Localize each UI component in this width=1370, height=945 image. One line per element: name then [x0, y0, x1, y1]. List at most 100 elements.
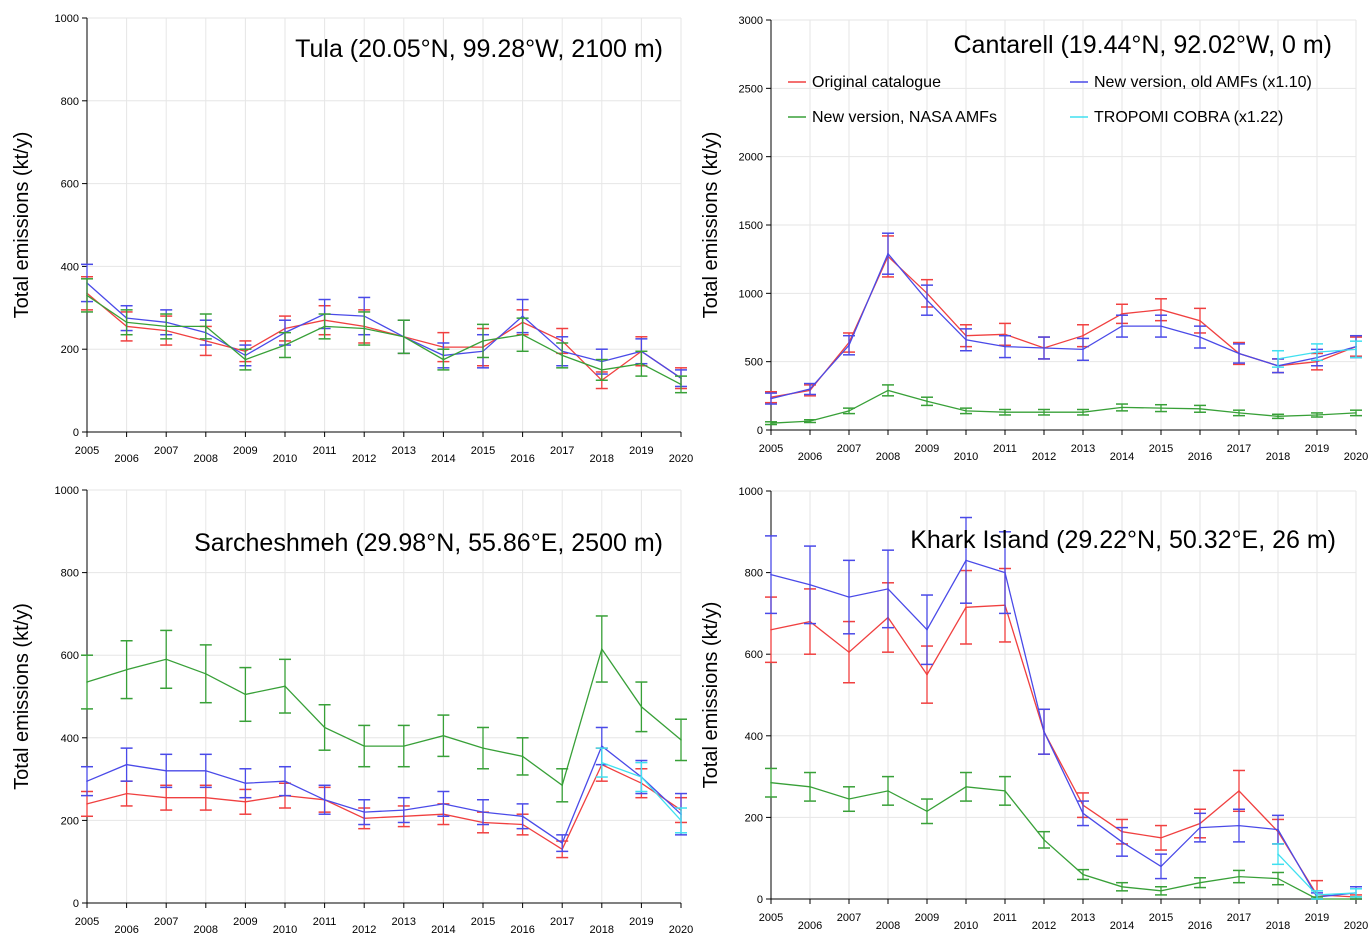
series-1 — [765, 232, 1362, 405]
series-3 — [1272, 843, 1362, 900]
series-3 — [595, 747, 687, 834]
data-point — [1277, 358, 1279, 360]
panel-tula: 0 200 400 600 800 1000 2005 2006 2007 2008 2009 201… — [11, 13, 693, 465]
series-line — [770, 252, 1357, 400]
data-point — [442, 358, 445, 361]
data-point — [1043, 730, 1045, 733]
series-line — [86, 292, 682, 382]
data-point — [1160, 837, 1162, 839]
x-tick-label: 2016 — [1188, 451, 1212, 463]
data-point — [770, 573, 772, 576]
panel-title: Khark Island (29.22°N, 50.32°E, 26 m) — [910, 526, 1336, 554]
x-tick-label: 2013 — [1071, 912, 1095, 924]
data-point — [887, 790, 889, 792]
x-tick-label: 2020 — [1344, 451, 1368, 463]
data-point — [1004, 333, 1006, 336]
legend-entry: TROPOMI COBRA (x1.22) — [1094, 109, 1283, 126]
data-point — [1316, 414, 1318, 416]
data-point — [809, 420, 811, 422]
series-line — [770, 559, 1357, 898]
x-tick-label: 2007 — [154, 445, 178, 457]
x-tick-label: 2019 — [629, 916, 653, 928]
data-point — [1238, 790, 1240, 792]
data-point — [165, 770, 167, 772]
series-2 — [765, 384, 1362, 426]
y-tick-label: 0 — [73, 427, 79, 439]
x-tick-label: 2008 — [194, 453, 218, 465]
data-point — [770, 422, 772, 424]
x-tick-label: 2010 — [954, 920, 978, 932]
x-tick-label: 2008 — [194, 924, 218, 936]
x-tick-label: 2020 — [1344, 920, 1368, 932]
data-point — [521, 333, 524, 336]
y-axis-label: Total emissions (kt/y) — [11, 132, 33, 319]
data-point — [1160, 890, 1162, 892]
data-point — [205, 796, 207, 799]
y-tick-label: 400 — [745, 731, 763, 743]
data-point — [601, 761, 603, 764]
series-line — [770, 255, 1357, 398]
x-tick-label: 2010 — [273, 924, 297, 936]
data-point — [482, 340, 484, 342]
x-tick-label: 2015 — [471, 916, 495, 928]
y-tick-label: 500 — [745, 357, 763, 369]
x-tick-label: 2015 — [1149, 443, 1173, 455]
data-point — [1121, 406, 1123, 409]
x-tick-label: 2017 — [550, 445, 574, 457]
x-tick-label: 2006 — [114, 924, 138, 936]
x-tick-label: 2011 — [993, 912, 1017, 924]
data-point — [244, 358, 247, 361]
x-tick-label: 2013 — [1071, 443, 1095, 455]
x-tick-label: 2018 — [590, 924, 614, 936]
y-tick-label: 1000 — [739, 486, 763, 498]
panel-title: Tula (20.05°N, 99.28°W, 2100 m) — [295, 35, 663, 63]
data-point — [1199, 826, 1201, 829]
data-point — [244, 693, 247, 696]
x-tick-label: 2014 — [431, 924, 455, 936]
x-tick-label: 2016 — [510, 924, 534, 936]
data-point — [205, 325, 207, 328]
data-point — [86, 803, 88, 805]
data-point — [1277, 877, 1279, 880]
x-tick-label: 2019 — [629, 445, 653, 457]
data-point — [809, 584, 811, 586]
y-tick-label: 400 — [61, 261, 79, 273]
data-point — [363, 811, 366, 813]
x-tick-label: 2017 — [1227, 912, 1251, 924]
x-tick-label: 2013 — [392, 445, 416, 457]
legend-entry: New version, NASA AMFs — [812, 109, 997, 126]
y-tick-label: 600 — [61, 179, 79, 191]
series-line — [770, 604, 1357, 898]
data-point — [680, 819, 682, 822]
y-tick-label: 600 — [61, 650, 79, 662]
data-point — [1199, 408, 1201, 410]
x-tick-label: 2015 — [471, 445, 495, 457]
series-2 — [81, 278, 687, 394]
data-point — [442, 803, 445, 805]
x-tick-label: 2006 — [114, 453, 138, 465]
data-point — [1277, 853, 1279, 855]
legend-entry: Original catalogue — [812, 74, 941, 91]
data-point — [284, 685, 286, 687]
data-point — [1199, 319, 1201, 322]
x-tick-label: 2016 — [510, 453, 534, 465]
x-tick-label: 2009 — [915, 912, 939, 924]
y-tick-label: 400 — [61, 733, 79, 745]
x-tick-label: 2013 — [392, 916, 416, 928]
data-point — [561, 354, 563, 357]
x-tick-label: 2005 — [75, 445, 99, 457]
data-point — [848, 798, 850, 800]
series-line — [86, 763, 682, 851]
data-point — [809, 388, 811, 390]
data-point — [965, 339, 967, 341]
x-tick-label: 2018 — [1266, 920, 1290, 932]
y-tick-label: 600 — [745, 649, 763, 661]
data-point — [482, 811, 484, 813]
data-point — [244, 801, 247, 803]
x-tick-label: 2009 — [233, 916, 257, 928]
y-tick-label: 0 — [757, 894, 763, 906]
data-point — [125, 668, 128, 671]
x-tick-label: 2017 — [1227, 443, 1251, 455]
data-point — [926, 628, 928, 631]
y-axis-label: Total emissions (kt/y) — [700, 602, 722, 789]
